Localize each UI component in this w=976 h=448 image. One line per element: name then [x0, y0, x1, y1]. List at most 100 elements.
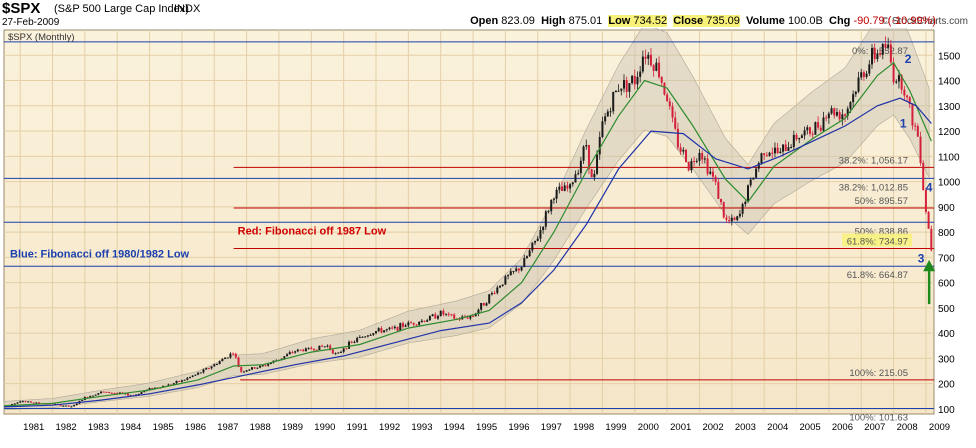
candle-body	[366, 335, 369, 337]
candle-body	[205, 368, 208, 370]
candle-body	[16, 402, 19, 404]
candle-body	[628, 83, 631, 92]
candle-body	[415, 324, 418, 326]
close-label: Close	[673, 15, 704, 27]
candle-body	[717, 181, 720, 199]
candle-body	[356, 337, 359, 342]
candle-body	[582, 146, 585, 161]
candle-body	[194, 374, 197, 376]
x-tick-label: 2000	[638, 422, 659, 433]
candle-body	[423, 320, 426, 322]
candle-body	[515, 268, 518, 272]
candle-body	[903, 89, 906, 96]
candle-body	[294, 351, 297, 353]
candle-body	[183, 379, 186, 381]
candle-body	[790, 146, 793, 148]
candle-body	[291, 352, 294, 354]
candle-body	[137, 394, 140, 396]
candle-body	[617, 90, 620, 92]
candle-body	[210, 366, 213, 369]
candle-body	[892, 62, 895, 83]
candle-body	[218, 361, 221, 365]
candle-body	[666, 94, 669, 102]
candle-body	[555, 189, 558, 199]
candle-body	[728, 219, 731, 222]
candle-body	[862, 72, 865, 77]
index-name: (S&P 500 Large Cap Index)	[54, 3, 189, 15]
candle-body	[641, 56, 644, 72]
candle-body	[736, 216, 739, 220]
candle-body	[418, 322, 421, 325]
x-tick-label: 1997	[541, 422, 562, 433]
candle-body	[221, 358, 224, 362]
candle-body	[539, 230, 542, 239]
candle-body	[453, 314, 456, 319]
x-tick-label: 1985	[153, 422, 174, 433]
candle-body	[844, 114, 847, 116]
candle-body	[876, 53, 879, 60]
candle-body	[703, 158, 706, 160]
candle-body	[644, 56, 647, 59]
candle-body	[887, 44, 890, 48]
candle-body	[647, 54, 650, 59]
candle-body	[817, 122, 820, 128]
x-tick-label: 1995	[476, 422, 497, 433]
x-tick-label: 1992	[379, 422, 400, 433]
annotation-blue: Blue: Fibonacci off 1980/1982 Low	[10, 248, 190, 260]
ohlc-readout: Open 823.09 High 875.01 Low 734.52 Close…	[470, 15, 936, 27]
candle-body	[857, 77, 860, 92]
candle-body	[213, 364, 216, 367]
candle-body	[116, 393, 119, 395]
candle-body	[369, 334, 372, 336]
candle-body	[19, 401, 22, 403]
candle-body	[606, 111, 609, 117]
candle-body	[507, 275, 510, 277]
candle-body	[24, 401, 27, 403]
candle-body	[372, 333, 375, 335]
candle-body	[27, 401, 30, 403]
candle-body	[585, 145, 588, 147]
low-label: Low	[608, 15, 631, 27]
candle-body	[830, 108, 833, 114]
wave-label: 4	[926, 181, 933, 195]
candle-body	[652, 65, 655, 71]
candle-body	[765, 155, 768, 157]
candle-body	[822, 117, 825, 131]
candle-body	[199, 372, 202, 374]
candle-body	[234, 353, 237, 358]
candle-body	[401, 323, 404, 327]
fib-blue-label: 61.8%: 664.87	[847, 270, 908, 281]
ma-short-line	[3, 61, 932, 407]
candle-body	[800, 135, 803, 139]
candle-body	[674, 117, 677, 129]
candle-body	[687, 162, 690, 171]
y-tick-label: 100	[938, 405, 955, 416]
candle-body	[175, 380, 178, 384]
candle-body	[342, 348, 345, 352]
green-arrow-head	[923, 259, 936, 272]
x-tick-label: 1991	[347, 422, 368, 433]
candle-body	[191, 375, 194, 377]
candle-body	[245, 370, 248, 372]
candle-body	[558, 186, 561, 190]
candle-body	[552, 198, 555, 200]
candle-body	[13, 403, 16, 405]
candle-body	[396, 326, 399, 331]
candle-body	[21, 401, 24, 403]
candle-body	[364, 336, 367, 338]
candle-body	[763, 153, 766, 156]
candle-body	[504, 276, 507, 285]
candle-body	[757, 162, 760, 169]
candle-body	[248, 369, 251, 371]
candle-body	[240, 367, 243, 372]
candle-body	[601, 121, 604, 137]
candle-body	[685, 149, 687, 163]
candle-body	[299, 349, 302, 351]
candle-body	[916, 125, 919, 137]
candle-body	[186, 377, 189, 380]
candle-body	[339, 351, 342, 353]
candle-body	[544, 211, 547, 227]
y-tick-label: 1100	[938, 152, 960, 163]
candle-body	[315, 349, 318, 351]
candle-body	[108, 391, 111, 393]
